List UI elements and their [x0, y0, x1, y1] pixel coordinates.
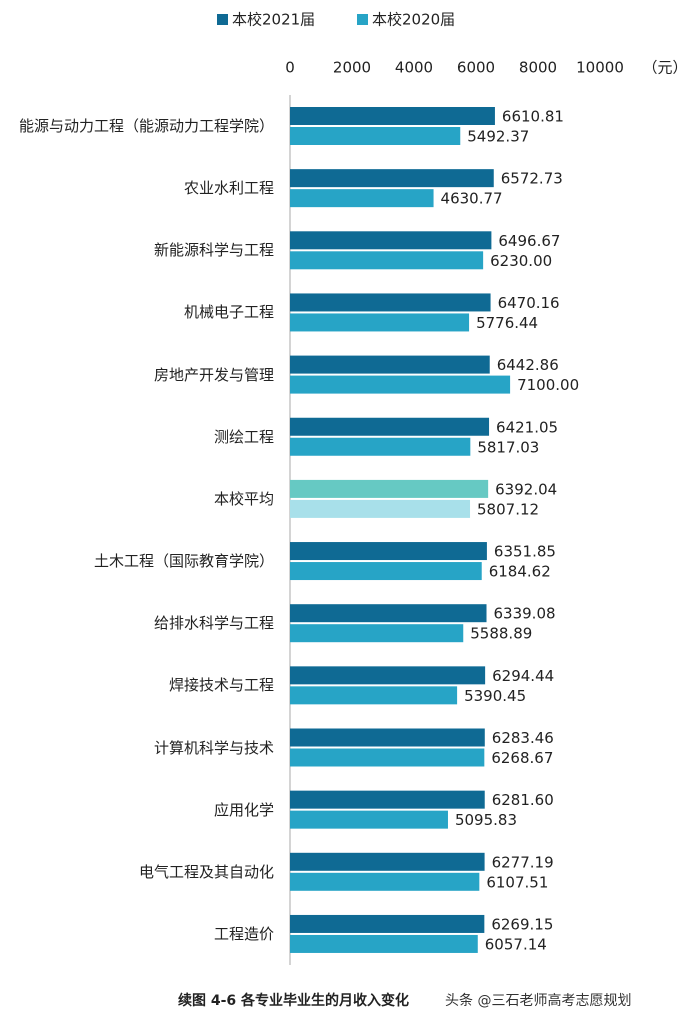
value-label: 5095.83 — [455, 811, 517, 829]
category-label: 工程造价 — [213, 924, 274, 943]
category-label: 机械电子工程 — [183, 303, 274, 322]
bar — [290, 479, 489, 498]
bar — [290, 728, 485, 747]
category-label-box: 房地产开发与管理 — [153, 365, 274, 384]
value-label: 7100.00 — [517, 376, 579, 394]
value-label: 6572.73 — [501, 170, 563, 188]
value-label: 5776.44 — [476, 314, 538, 332]
bar — [290, 872, 480, 891]
bar — [290, 437, 471, 456]
value-label: 6057.14 — [485, 935, 547, 953]
legend-label: 本校2020届 — [372, 11, 455, 29]
bar — [290, 790, 485, 809]
unit-label: （元） — [642, 59, 687, 77]
x-tick-label: 10000 — [576, 59, 624, 77]
value-label: 6294.44 — [492, 667, 554, 685]
bar — [290, 624, 464, 643]
category-label: 新能源科学与工程 — [153, 241, 274, 260]
bar — [290, 810, 448, 829]
x-tick-label: 6000 — [457, 59, 495, 77]
value-label: 6184.62 — [489, 563, 551, 581]
value-label: 6392.04 — [495, 480, 557, 498]
watermark: 头条 @三石老师高考志愿规划 — [445, 992, 631, 1009]
value-label: 6610.81 — [502, 108, 564, 126]
bar — [290, 914, 485, 933]
category-label-box: 土木工程（国际教育学院） — [93, 552, 274, 571]
bar — [290, 127, 461, 145]
bar — [290, 562, 482, 581]
category-label-box: 农业水利工程 — [183, 179, 274, 198]
category-label: 能源与动力工程（能源动力工程学院） — [18, 117, 274, 135]
bar — [290, 107, 495, 125]
value-label: 6496.67 — [498, 232, 560, 250]
category-label-box: 机械电子工程 — [183, 303, 274, 322]
bar — [290, 231, 492, 250]
bar — [290, 852, 485, 871]
bar — [290, 542, 487, 561]
category-label-box: 给排水科学与工程 — [153, 614, 274, 633]
category-label-box: 应用化学 — [213, 800, 274, 819]
bar — [290, 355, 490, 374]
value-label: 5588.89 — [470, 625, 532, 643]
bar — [290, 686, 458, 705]
legend-swatch — [357, 14, 368, 25]
x-tick-label: 2000 — [333, 59, 371, 77]
bar — [290, 604, 487, 623]
category-label: 计算机科学与技术 — [153, 738, 274, 757]
value-label: 6277.19 — [492, 853, 554, 871]
value-label: 5390.45 — [464, 687, 526, 705]
value-label: 6283.46 — [492, 729, 554, 747]
legend-label: 本校2021届 — [232, 11, 315, 29]
value-label: 6230.00 — [490, 252, 552, 270]
category-label: 农业水利工程 — [183, 179, 274, 198]
value-label: 4630.77 — [441, 190, 503, 208]
bar — [290, 251, 484, 270]
bar — [290, 934, 478, 953]
category-label-box: 测绘工程 — [213, 427, 274, 446]
bar — [290, 417, 490, 436]
category-label: 测绘工程 — [213, 427, 274, 446]
legend-swatch — [217, 14, 228, 25]
category-label: 土木工程（国际教育学院） — [93, 552, 274, 571]
category-label-box: 电气工程及其自动化 — [138, 862, 274, 881]
bar — [290, 169, 494, 188]
value-label: 6421.05 — [496, 418, 558, 436]
bar — [290, 313, 470, 332]
category-label: 焊接技术与工程 — [168, 676, 274, 695]
category-label-box: 新能源科学与工程 — [153, 241, 274, 260]
category-label: 房地产开发与管理 — [153, 365, 274, 384]
value-label: 5807.12 — [477, 500, 539, 518]
value-label: 5817.03 — [477, 438, 539, 456]
category-label: 本校平均 — [213, 489, 274, 508]
x-tick-label: 0 — [285, 59, 295, 77]
category-label: 应用化学 — [213, 800, 274, 819]
category-label-box: 计算机科学与技术 — [153, 738, 274, 757]
category-label: 给排水科学与工程 — [153, 614, 274, 633]
value-label: 6442.86 — [497, 356, 559, 374]
bar — [290, 748, 485, 767]
bar — [290, 666, 486, 685]
value-label: 6107.51 — [486, 873, 548, 891]
bar — [290, 375, 511, 394]
category-label: 电气工程及其自动化 — [138, 862, 274, 881]
x-tick-label: 8000 — [519, 59, 557, 77]
category-label-box: 工程造价 — [213, 924, 274, 943]
value-label: 6470.16 — [498, 294, 560, 312]
category-label-box: 能源与动力工程（能源动力工程学院） — [18, 117, 274, 135]
value-label: 6339.08 — [494, 605, 556, 623]
value-label: 5492.37 — [467, 128, 529, 146]
bar — [290, 499, 471, 518]
category-label-box: 本校平均 — [213, 489, 274, 508]
x-tick-label: 4000 — [395, 59, 433, 77]
category-label-box: 焊接技术与工程 — [168, 676, 274, 695]
bar — [290, 189, 434, 208]
value-label: 6268.67 — [491, 749, 553, 767]
value-label: 6269.15 — [491, 915, 553, 933]
caption: 续图 4-6 各专业毕业生的月收入变化 — [178, 992, 409, 1009]
value-label: 6351.85 — [494, 543, 556, 561]
value-label: 6281.60 — [492, 791, 554, 809]
bar — [290, 293, 491, 312]
